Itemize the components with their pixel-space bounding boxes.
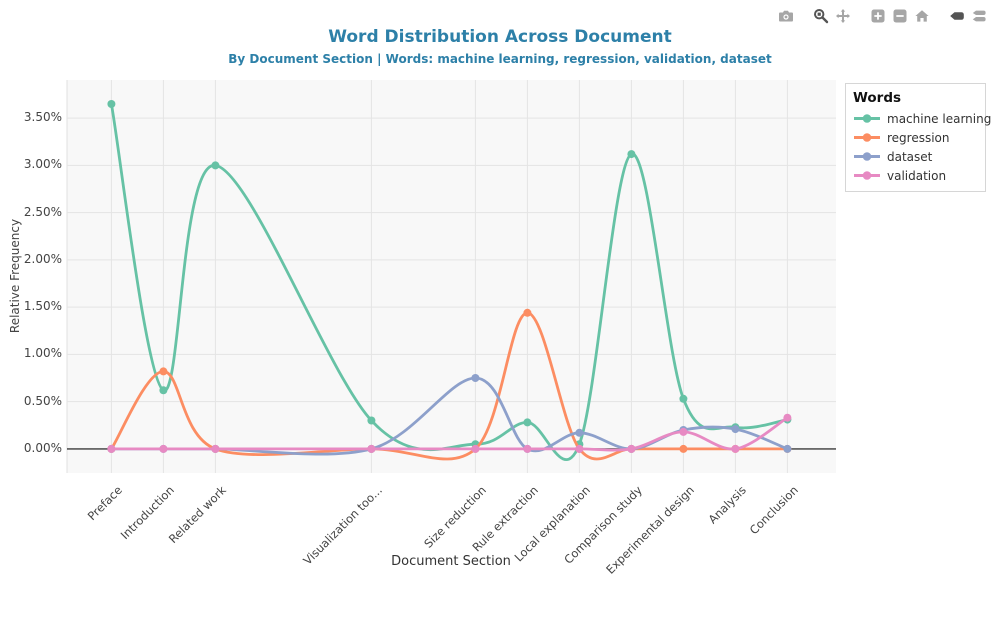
data-point-machine-learning (679, 394, 688, 403)
data-point-machine-learning (211, 161, 220, 170)
zoom-in-icon (871, 9, 885, 23)
data-point-validation (731, 444, 740, 453)
pan-icon (836, 9, 850, 23)
zoom-out-icon (893, 9, 907, 23)
data-point-validation (211, 444, 220, 453)
zoom-icon (814, 9, 829, 24)
modebar-group (775, 6, 797, 26)
page-title: Word Distribution Across Document (328, 27, 672, 47)
data-point-machine-learning (107, 100, 116, 108)
modebar-pan-button[interactable] (832, 6, 854, 26)
legend-glyph (854, 114, 880, 123)
chart-plot-area[interactable] (0, 0, 1000, 600)
data-point-regression (679, 444, 688, 453)
legend-items: machine learning regression dataset validat… (853, 109, 991, 185)
modebar-hover-closest-button[interactable] (946, 6, 968, 26)
data-point-machine-learning (367, 416, 376, 425)
legend-item-label: validation (887, 168, 947, 183)
camera-icon (779, 10, 793, 22)
legend-item-machine-learning[interactable]: machine learning (853, 109, 991, 128)
legend-title: Words (853, 90, 902, 106)
legend-item-label: machine learning (887, 111, 992, 126)
modebar-group (810, 6, 854, 26)
page-subtitle: By Document Section | Words: machine lea… (228, 52, 772, 66)
hover-compare-icon (972, 10, 986, 22)
modebar-home-button[interactable] (911, 6, 933, 26)
plotly-modebar (762, 6, 990, 26)
plot-background[interactable] (67, 80, 836, 473)
y-tick-label: 1.00% (23, 346, 62, 361)
data-point-validation (367, 444, 376, 453)
modebar-zoom-out-button[interactable] (889, 6, 911, 26)
home-icon (915, 10, 929, 22)
legend-glyph (854, 133, 880, 142)
modebar-camera-button[interactable] (775, 6, 797, 26)
data-point-validation (627, 444, 636, 453)
series-line-machine-learning (110, 102, 789, 461)
modebar-zoom-in-button[interactable] (867, 6, 889, 26)
data-point-machine-learning (523, 418, 532, 427)
legend-glyph (854, 152, 880, 161)
y-tick-label: 3.00% (23, 157, 62, 172)
y-axis-title: Relative Frequency (8, 218, 22, 334)
data-point-dataset (575, 428, 584, 437)
legend-item-label: regression (887, 130, 950, 145)
x-axis-title: Document Section (391, 554, 511, 569)
data-point-regression (523, 308, 532, 317)
modebar-group (867, 6, 933, 26)
modebar-zoom-button[interactable] (810, 6, 832, 26)
y-tick-label: 3.50% (23, 110, 62, 125)
series-layer (107, 100, 792, 461)
data-point-regression (159, 367, 168, 376)
data-point-validation (679, 427, 688, 436)
legend-item-validation[interactable]: validation (853, 166, 979, 185)
y-tick-label: 1.50% (23, 299, 62, 314)
y-tick-label: 0.00% (23, 440, 62, 455)
data-point-machine-learning (627, 150, 636, 159)
data-point-validation (471, 444, 480, 453)
data-point-dataset (471, 374, 480, 382)
plotly-figure: { "header": { "title": "Word Distributio… (0, 0, 1000, 600)
series-line-validation (110, 416, 789, 452)
data-point-validation (783, 413, 792, 422)
data-point-dataset (783, 444, 792, 453)
y-tick-label: 0.50% (23, 393, 62, 408)
legend-item-label: dataset (887, 149, 933, 164)
data-point-validation (107, 444, 116, 453)
data-point-validation (159, 444, 168, 453)
legend: Words machine learning regression dataset v… (845, 83, 991, 192)
legend-glyph (854, 171, 880, 180)
legend-item-dataset[interactable]: dataset (853, 147, 979, 166)
hover-closest-icon (950, 12, 964, 20)
y-tick-label: 2.00% (23, 251, 62, 266)
data-point-validation (575, 444, 584, 453)
y-tick-label: 2.50% (23, 204, 62, 219)
data-point-dataset (731, 425, 740, 434)
data-point-validation (523, 444, 532, 453)
modebar-hover-compare-button[interactable] (968, 6, 990, 26)
data-point-machine-learning (159, 386, 168, 395)
legend-item-regression[interactable]: regression (853, 128, 979, 147)
modebar-group (946, 6, 990, 26)
